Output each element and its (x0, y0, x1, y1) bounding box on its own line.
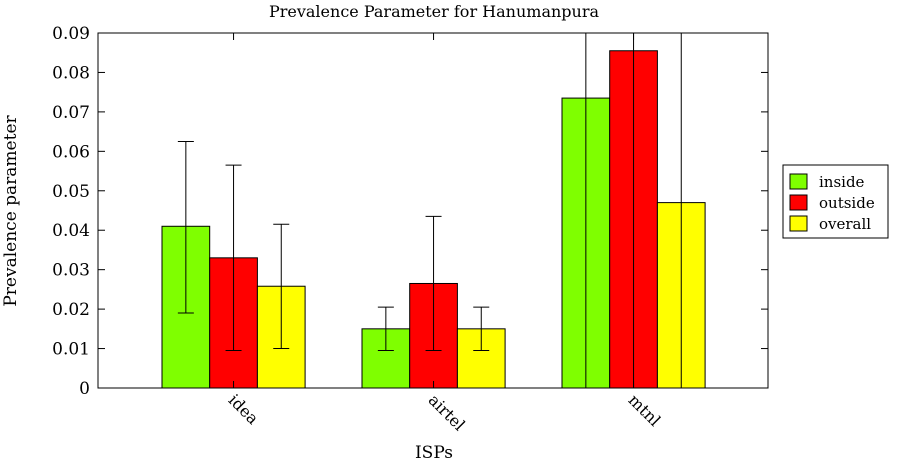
y-tick-label: 0.06 (52, 142, 90, 162)
legend-swatch-overall (789, 215, 808, 232)
x-axis-label: ISPs (415, 443, 453, 461)
plot-frame (97, 32, 769, 389)
y-tick-label: 0.09 (52, 24, 90, 44)
x-tick-label-idea: idea (225, 390, 263, 428)
y-tick-label: 0.05 (52, 182, 90, 202)
legend: inside outside overall (782, 164, 889, 239)
legend-label-outside: outside (819, 194, 875, 212)
y-axis-label: Prevalence parameter (1, 114, 21, 306)
y-tick-label: 0.01 (52, 340, 90, 360)
chart-title: Prevalence Parameter for Hanumanpura (269, 2, 600, 21)
y-tick-label: 0.02 (52, 300, 90, 320)
legend-swatch-inside (789, 173, 808, 190)
x-tick-label-mtnl: mtnl (625, 390, 665, 430)
y-tick-label: 0.07 (52, 103, 90, 123)
y-tick-label: 0.04 (52, 221, 90, 241)
y-tick-label: 0.08 (52, 63, 90, 83)
legend-label-inside: inside (819, 173, 865, 191)
legend-swatch-outside (789, 194, 808, 211)
y-tick-label: 0 (79, 379, 90, 399)
plot-area: 0 0.01 0.02 0.03 0.04 0.05 0.06 0.07 0.08 0.09 ide… (52, 24, 768, 434)
x-tick-label-airtel: airtel (425, 390, 469, 434)
legend-label-overall: overall (819, 215, 871, 233)
y-tick-label: 0.03 (52, 261, 90, 281)
